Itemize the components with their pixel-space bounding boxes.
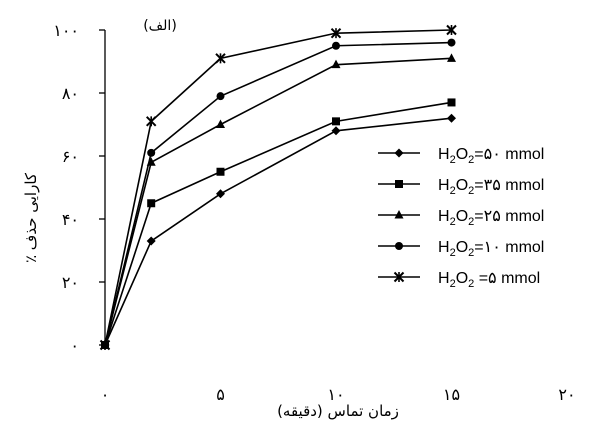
y-ticks: ۰ ۲۰ ۴۰ ۶۰ ۸۰ ۱۰۰ [53,21,105,355]
y-axis-title: کارایی حذف ٪ [22,172,40,263]
series-3-point [146,157,156,166]
x-tick-label: ۰ [101,385,110,404]
x-tick-label: ۵ [216,385,225,404]
series-5-point [145,116,157,127]
series-2-point [447,98,456,107]
legend-label: H2O2=۲۵ mmol [438,208,544,228]
legend-marker [394,210,404,219]
legend-item: H2O2=۵۰ mmol [378,146,544,166]
series-4-point [332,41,340,50]
series-1-point [146,236,156,246]
series-2-point [147,199,156,208]
series-5-point [330,27,342,39]
legend: H2O2=۵۰ mmol H2O2=۳۵ mmol H2O2=۲۵ mmol H2O2… [378,146,544,290]
y-tick-label: ۸۰ [62,84,79,103]
series-3-point [447,53,456,62]
legend-item: H2O2=۲۵ mmol [378,208,544,228]
x-tick-label: ۲۰ [558,385,575,404]
x-tick-label: ۱۵ [443,385,460,404]
legend-marker [393,271,405,283]
legend-item: H2O2=۳۵ mmol [378,177,544,197]
y-tick-label: ۶۰ [62,147,79,166]
legend-item: H2O2 =۵ mmol [378,270,540,290]
series-line-2 [104,101,452,346]
series-4-point [147,148,156,157]
legend-marker [395,242,403,250]
series-3-point [216,119,225,128]
x-ticks: ۰ ۵ ۱۰ ۱۵ ۲۰ [101,385,576,404]
legend-marker [395,180,403,188]
series-5-point [99,339,111,351]
series-markers [99,24,457,351]
legend-label: H2O2=۱۰ mmol [438,239,544,259]
series-1-point [216,189,225,199]
y-tick-label: ۲۰ [62,273,79,292]
series-5-point [215,53,226,64]
series-5-point [446,24,457,36]
series-1-point [447,113,456,123]
y-tick-label: ۴۰ [62,210,79,229]
series-line-4 [104,41,452,346]
series-4-point [447,38,456,47]
legend-label: H2O2 =۵ mmol [438,270,540,290]
series-2-point [216,167,225,176]
x-axis-title: زمان تماس (دقیقه) [277,402,399,420]
series-line-3 [104,57,452,346]
y-tick-label: ۱۰۰ [53,21,79,40]
legend-label: H2O2=۳۵ mmol [438,177,544,197]
legend-marker [394,148,404,158]
legend-item: H2O2=۱۰ mmol [378,239,544,259]
series-4-point [216,92,225,101]
series-1-point [331,126,341,136]
x-tick-label: ۱۰ [327,385,344,404]
panel-label: (الف) [143,18,177,34]
y-tick-label: ۰ [70,336,79,355]
series-2-point [332,117,340,126]
series-3-point [331,59,341,69]
legend-label: H2O2=۵۰ mmol [438,146,544,166]
